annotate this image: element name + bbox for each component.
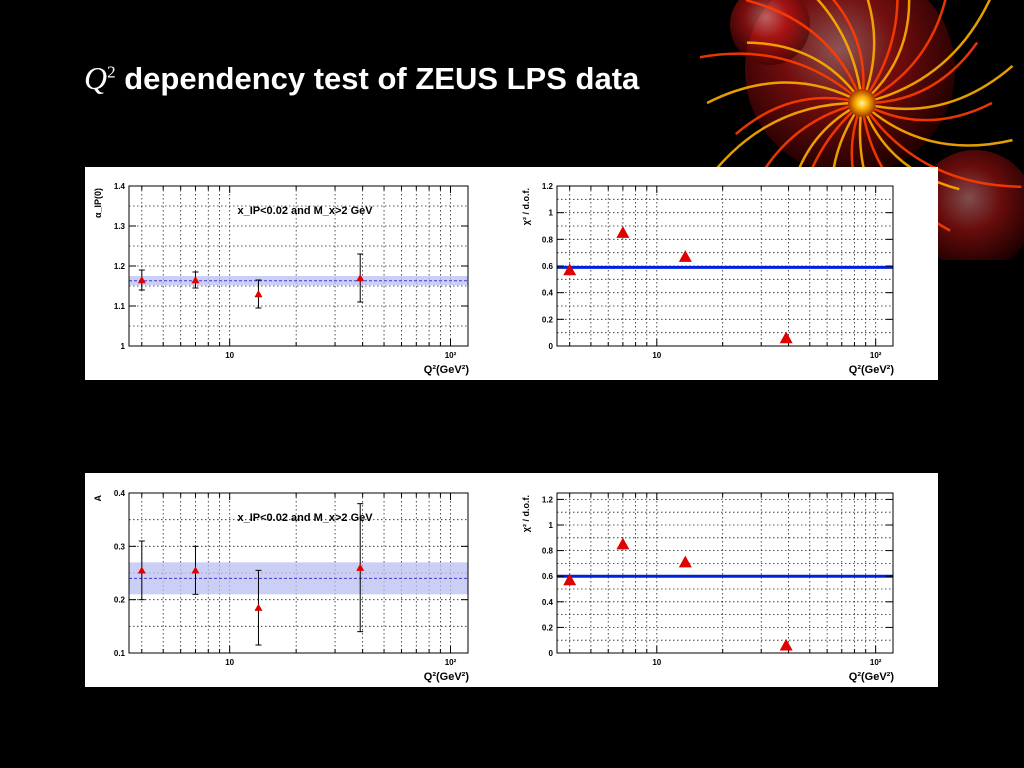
x-tick-label: 10 [652,351,661,360]
y-tick-label: 0 [549,342,554,351]
plot-chi2-bottom: 10 10² 0 0.2 0.4 0.6 0.8 1 1.2 Q²(GeV²) χ² / d.o.f… [521,492,895,683]
firework-ray [860,0,899,104]
data-point [356,274,365,282]
firework-ray [861,0,947,105]
y-tick-label: 0.3 [114,542,126,551]
y-axis-label: χ² / d.o.f. [521,495,531,532]
x-tick-label: 10 [225,351,234,360]
plot-chi2-top: 10 10² 0 0.2 0.4 0.6 0.8 1 1.2 Q²(GeV²) χ² / d.o.f… [521,182,894,376]
x-axis-label: Q²(GeV²) [849,671,895,683]
y-tick-label: 1.3 [114,222,126,231]
x-tick-label: 10² [870,658,882,667]
selection-annotation: x_IP<0.02 and M_x>2 GeV [237,512,373,524]
y-tick-label: 0.8 [542,547,554,556]
firework-ray [746,41,864,104]
firework-ray [734,96,863,136]
data-point [678,250,692,262]
firework-ray [831,0,865,104]
firework-ray [745,0,864,104]
y-tick-label: 0 [549,649,554,658]
grid [129,186,468,346]
data-point [616,226,630,238]
data-point [563,573,577,586]
firework-ray [860,102,1022,188]
y-tick-label: 1.2 [542,182,554,191]
title-q-symbol: Q2 [84,60,116,96]
data-point [137,276,146,284]
plot-A: 10 10² 0.1 0.2 0.3 0.4 Q²(GeV²) Ax_IP<0.02 and … [93,489,469,683]
y-axis-label: α_IP(0) [93,188,103,218]
top-plots-panel: 10 10² 1 1.1 1.2 1.3 1.4 Q²(GeV²) α_IP(0) x_IP<0.… [85,167,938,380]
firework-ray [861,102,1013,147]
y-tick-label: 0.4 [114,489,126,498]
y-tick-label: 1.1 [114,302,126,311]
data-point [254,603,263,611]
x-axis-label: Q²(GeV²) [849,364,895,376]
x-axis-label: Q²(GeV²) [424,364,470,376]
title-text: dependency test of ZEUS LPS data [115,61,640,96]
data-point [137,566,146,574]
data-point [356,563,365,571]
x-tick-label: 10² [870,351,882,360]
y-tick-label: 0.6 [542,262,554,271]
x-tick-label: 10² [445,351,457,360]
data-point [678,555,692,568]
y-tick-label: 0.4 [542,598,554,607]
y-tick-label: 0.2 [542,623,554,632]
grid [557,493,893,653]
y-tick-label: 0.8 [542,235,554,244]
firework-ray [860,0,876,104]
x-axis-label: Q²(GeV²) [424,671,470,683]
x-tick-label: 10 [225,658,234,667]
plot-frame [556,492,894,654]
y-axis-label: A [93,495,103,502]
y-tick-label: 1 [549,521,554,530]
firework-ray [861,0,911,104]
x-tick-label: 10 [652,658,661,667]
y-tick-label: 0.4 [542,289,554,298]
data-point [254,290,263,298]
plot-frame [128,492,469,654]
data-point [779,638,793,651]
firework-ray [861,101,993,122]
data-point [616,537,630,550]
plot-alpha: 10 10² 1 1.1 1.2 1.3 1.4 Q²(GeV²) α_IP(0) x_IP<0.… [93,182,469,376]
firework-ray [706,81,863,105]
y-tick-label: 0.2 [114,596,126,605]
y-tick-label: 1 [549,209,554,218]
slide-title: Q2 dependency test of ZEUS LPS data [84,60,639,97]
y-tick-label: 0.1 [114,649,126,658]
data-point [191,566,200,574]
data-point [779,331,793,344]
x-tick-label: 10² [445,658,457,667]
y-tick-label: 1.2 [542,495,554,504]
y-tick-label: 0.6 [542,572,554,581]
firework-ray [816,0,864,104]
firework-ray [861,41,979,105]
firework-ray [700,52,863,104]
firework-ray [861,64,1014,111]
firework-ray [860,102,960,191]
y-tick-label: 0.2 [542,315,554,324]
data-point [563,263,577,276]
y-axis-label: χ² / d.o.f. [521,188,531,225]
y-tick-label: 1.4 [114,182,126,191]
firework-ray [861,0,991,105]
y-tick-label: 1 [121,342,126,351]
y-tick-label: 1.2 [114,262,126,271]
data-point [191,276,200,284]
selection-annotation: x_IP<0.02 and M_x>2 GeV [237,205,373,217]
fit-band [129,276,468,286]
